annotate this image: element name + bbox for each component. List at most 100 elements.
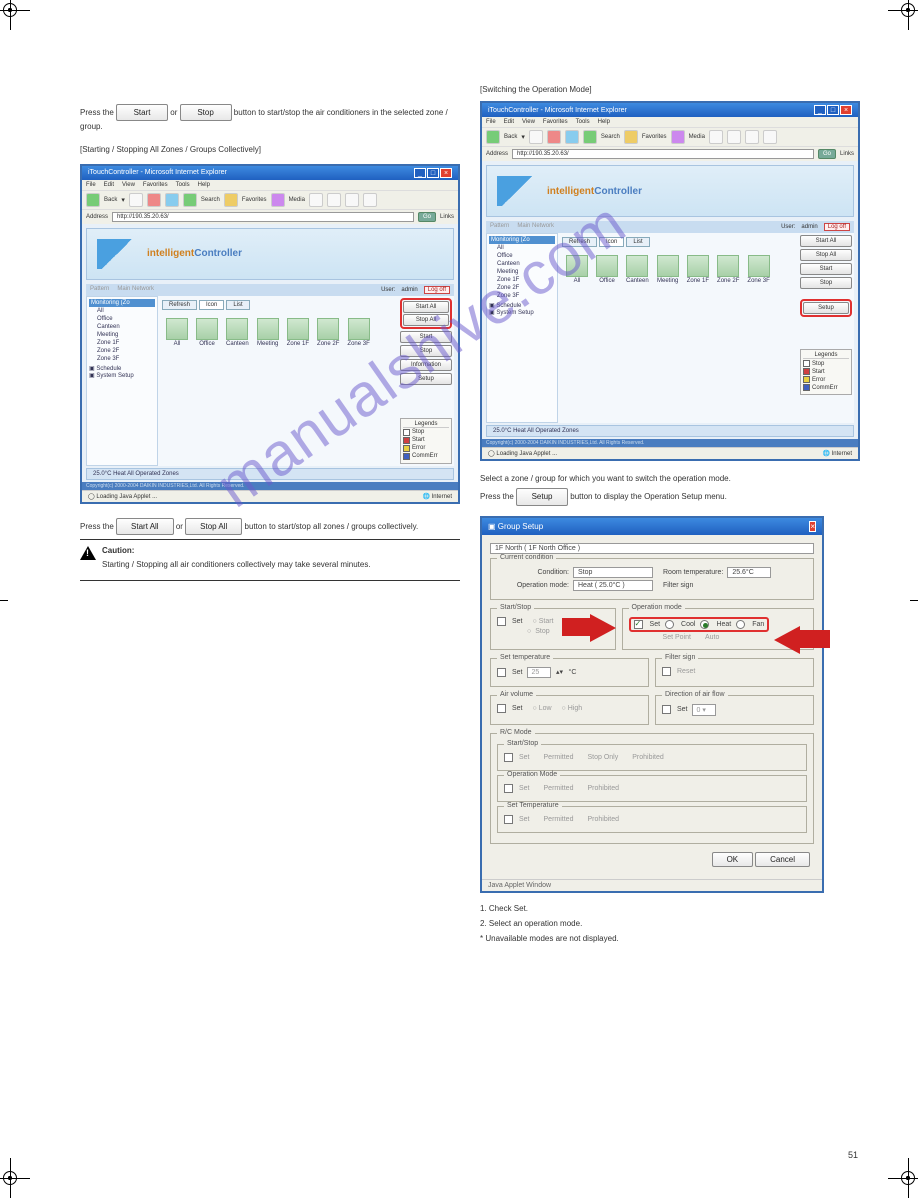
- regmark: [910, 580, 918, 620]
- regmark: [888, 0, 918, 30]
- status-bar: 25.0°C Heat All Operated Zones: [486, 425, 854, 437]
- zone-icon[interactable]: All: [166, 318, 188, 347]
- divider: [80, 539, 460, 540]
- screenshot-ie-2: iTouchController - Microsoft Internet Ex…: [480, 101, 860, 461]
- window-title: iTouchController - Microsoft Internet Ex…: [88, 169, 227, 176]
- icon-tab[interactable]: Icon: [599, 237, 624, 247]
- ok-button[interactable]: OK: [712, 852, 754, 867]
- fan-radio[interactable]: [736, 620, 745, 629]
- regmark: [0, 580, 8, 620]
- stopall-button[interactable]: Stop All: [403, 314, 449, 326]
- zone-icon[interactable]: All: [566, 255, 588, 284]
- rcmode-box: R/C Mode Start/Stop Set Permitted Stop O…: [490, 733, 814, 844]
- start-button[interactable]: Start: [800, 263, 852, 275]
- set-checkbox[interactable]: [497, 704, 506, 713]
- nav-tree: Monitoring (Zo AllOfficeCanteen MeetingZ…: [86, 296, 158, 466]
- list-tab[interactable]: List: [226, 300, 249, 310]
- set-checkbox[interactable]: [497, 617, 506, 626]
- zone-icon[interactable]: Office: [196, 318, 218, 347]
- copyright: Copyright(c) 2000-2004 DAIKIN INDUSTRIES…: [482, 439, 858, 447]
- zone-icon[interactable]: Canteen: [626, 255, 649, 284]
- caution-note: Caution: Starting / Stopping all air con…: [80, 546, 460, 574]
- menubar: FileEditViewFavoritesToolsHelp: [482, 117, 858, 127]
- address-bar: Address http://190.35.20.63/ Go Links: [82, 209, 458, 224]
- dialog-title: Group Setup: [498, 522, 543, 531]
- screenshot-ie-1: iTouchController - Microsoft Internet Ex…: [80, 164, 460, 504]
- text: Select a zone / group for which you want…: [480, 473, 860, 484]
- heat-radio[interactable]: [700, 620, 709, 629]
- status-bar: 25.0°C Heat All Operated Zones: [86, 468, 454, 480]
- text: Press the Start All or Stop All button t…: [80, 518, 460, 535]
- refresh-tab[interactable]: Refresh: [562, 237, 597, 247]
- stop-button[interactable]: Stop: [800, 277, 852, 289]
- text: Press the Start or Stop button to start/…: [80, 104, 460, 132]
- banner: intelligentController: [486, 165, 854, 217]
- startall-button[interactable]: Start All: [116, 518, 174, 535]
- regmark: [888, 1158, 918, 1198]
- banner: intelligentController: [86, 228, 454, 280]
- settemp-box: Set temperature Set 25▴▾°C: [490, 658, 649, 687]
- airflow-box: Direction of air flow Set 0 ▾: [655, 695, 814, 725]
- set-checkbox[interactable]: [662, 705, 671, 714]
- start-button[interactable]: Start: [116, 104, 168, 121]
- text: * Unavailable modes are not displayed.: [480, 933, 860, 944]
- logoff-button[interactable]: Log off: [424, 286, 450, 294]
- menubar: FileEditViewFavoritesToolsHelp: [82, 180, 458, 190]
- text: 1. Check Set.: [480, 903, 860, 914]
- caution-icon: [80, 546, 96, 560]
- daikin-logo: [97, 239, 137, 269]
- stopall-button[interactable]: Stop All: [185, 518, 242, 535]
- close-icon[interactable]: ×: [809, 521, 816, 532]
- copyright: Copyright(c) 2000-2004 DAIKIN INDUSTRIES…: [82, 482, 458, 490]
- arrow-icon: [798, 630, 830, 648]
- zone-icon[interactable]: Office: [596, 255, 618, 284]
- zone-icon[interactable]: Zone 1F: [287, 318, 309, 347]
- daikin-logo: [497, 176, 537, 206]
- cancel-button[interactable]: Cancel: [755, 852, 810, 867]
- toolbar: Back▾ SearchFavorites Media: [82, 190, 458, 209]
- zone-icon[interactable]: Zone 1F: [687, 255, 709, 284]
- text: 2. Select an operation mode.: [480, 918, 860, 929]
- group-name: 1F North ( 1F North Office ): [490, 543, 814, 554]
- zone-icon[interactable]: Zone 3F: [347, 318, 369, 347]
- icon-tab[interactable]: Icon: [199, 300, 224, 310]
- set-checkbox[interactable]: [634, 620, 643, 629]
- stop-button[interactable]: Stop: [180, 104, 232, 121]
- startall-button[interactable]: Start All: [403, 301, 449, 313]
- heading: [Starting / Stopping All Zones / Groups …: [80, 144, 460, 155]
- window-title: iTouchController - Microsoft Internet Ex…: [488, 107, 627, 114]
- go-button[interactable]: Go: [418, 212, 436, 222]
- zone-icon[interactable]: Canteen: [226, 318, 249, 347]
- stop-button[interactable]: Stop: [400, 345, 452, 357]
- go-button[interactable]: Go: [818, 149, 836, 159]
- refresh-tab[interactable]: Refresh: [162, 300, 197, 310]
- arrow-icon: [774, 626, 800, 654]
- set-checkbox[interactable]: [497, 668, 506, 677]
- regmark: [0, 1158, 30, 1198]
- url-field[interactable]: http://190.35.20.63/: [512, 149, 814, 159]
- start-button[interactable]: Start: [400, 331, 452, 343]
- stopall-button[interactable]: Stop All: [800, 249, 852, 261]
- list-tab[interactable]: List: [626, 237, 649, 247]
- zone-icon[interactable]: Meeting: [657, 255, 679, 284]
- page-number: 51: [848, 1150, 858, 1160]
- startall-button[interactable]: Start All: [800, 235, 852, 247]
- zone-icon[interactable]: Meeting: [257, 318, 279, 347]
- zone-icon[interactable]: Zone 2F: [717, 255, 739, 284]
- cool-radio[interactable]: [665, 620, 674, 629]
- group-setup-dialog: ▣ Group Setup× 1F North ( 1F North Offic…: [480, 516, 824, 893]
- tabbar: PatternMain Network User:adminLog off: [486, 221, 854, 233]
- setup-button[interactable]: Setup: [516, 488, 568, 505]
- setup-button[interactable]: Setup: [803, 302, 849, 314]
- logoff-button[interactable]: Log off: [824, 223, 850, 231]
- setup-button[interactable]: Setup: [400, 373, 452, 385]
- toolbar: Back▾ SearchFavorites Media: [482, 127, 858, 146]
- zone-icon[interactable]: Zone 3F: [747, 255, 769, 284]
- tabbar: PatternMain Network User:adminLog off: [86, 284, 454, 296]
- info-button[interactable]: Information: [400, 359, 452, 371]
- url-field[interactable]: http://190.35.20.63/: [112, 212, 414, 222]
- current-condition: Current condition Condition:Stop Room te…: [490, 558, 814, 600]
- airvolume-box: Air volume Set ○ Low ○ High: [490, 695, 649, 725]
- ie-statusbar: ◯ Loading Java Applet ... 🌐 Internet: [482, 447, 858, 459]
- zone-icon[interactable]: Zone 2F: [317, 318, 339, 347]
